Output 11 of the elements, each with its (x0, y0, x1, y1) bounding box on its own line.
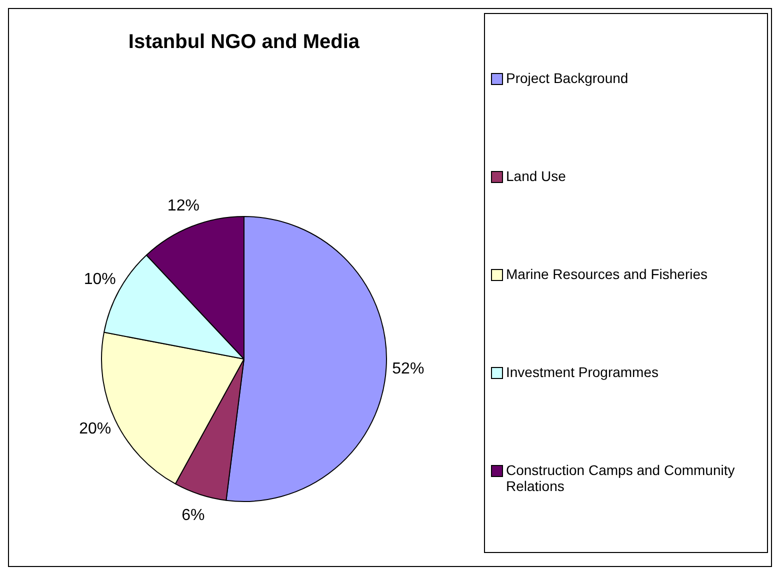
text: Istanbul NGO and Media (127, 31, 361, 54)
data-label: 10% (84, 271, 116, 288)
legend-label: Project Background (506, 70, 628, 86)
legend-label: Construction Camps and Community Relations (506, 462, 736, 494)
data-label: 12% (167, 197, 200, 214)
data-label: 52% (392, 360, 424, 378)
legend-label: Marine Resources and Fisheries (506, 266, 708, 282)
legend-label: Investment Programmes (506, 364, 658, 380)
data-label: 20% (79, 420, 112, 438)
data-label: 6% (182, 506, 205, 524)
legend-label: Land Use (506, 168, 566, 184)
